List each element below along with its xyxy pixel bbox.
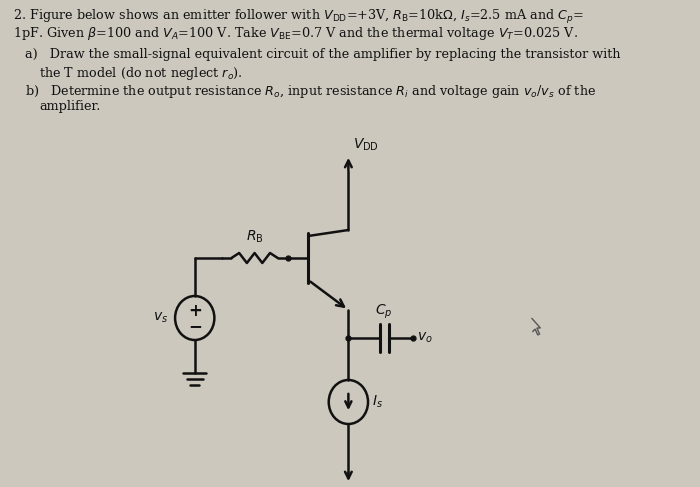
Text: 2. Figure below shows an emitter follower with $V_\mathrm{DD}$=+3V, $R_\mathrm{B: 2. Figure below shows an emitter followe… xyxy=(13,8,583,26)
Text: $I_s$: $I_s$ xyxy=(372,394,383,410)
Text: $V_\mathrm{DD}$: $V_\mathrm{DD}$ xyxy=(353,136,379,153)
Text: b)   Determine the output resistance $R_o$, input resistance $R_i$ and voltage g: b) Determine the output resistance $R_o$… xyxy=(25,83,596,100)
Text: $R_\mathrm{B}$: $R_\mathrm{B}$ xyxy=(246,228,263,245)
Text: a)   Draw the small-signal equivalent circuit of the amplifier by replacing the : a) Draw the small-signal equivalent circ… xyxy=(25,48,620,61)
Text: 1pF. Given $\beta$=100 and $V_A$=100 V. Take $V_\mathrm{BE}$=0.7 V and the therm: 1pF. Given $\beta$=100 and $V_A$=100 V. … xyxy=(13,25,578,42)
Text: $v_o$: $v_o$ xyxy=(417,331,433,345)
Text: $C_p$: $C_p$ xyxy=(375,303,393,321)
Text: −: − xyxy=(188,317,202,335)
Text: $v_s$: $v_s$ xyxy=(153,311,168,325)
Text: amplifier.: amplifier. xyxy=(39,100,101,113)
Text: +: + xyxy=(188,302,202,320)
Text: the T model (do not neglect $r_o$).: the T model (do not neglect $r_o$). xyxy=(39,65,243,82)
